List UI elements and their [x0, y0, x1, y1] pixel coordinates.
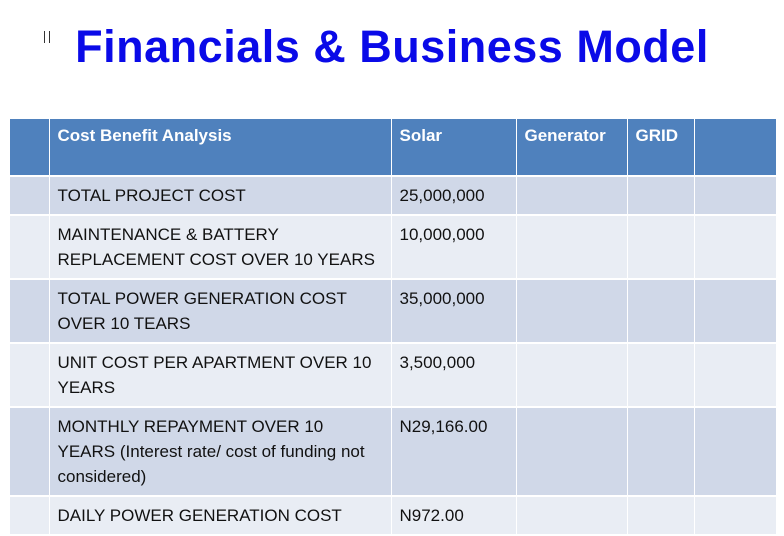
generator-value-cell: [516, 407, 628, 497]
grid-value-cell: [627, 496, 695, 536]
extra-value-cell: [694, 215, 777, 280]
header-cell-blank: [10, 119, 50, 177]
table-row: MAINTENANCE & BATTERY REPLACEMENT COST O…: [10, 215, 777, 280]
page-title: Financials & Business Model: [75, 21, 709, 72]
table-row: DAILY POWER GENERATION COST N972.00: [10, 496, 777, 536]
row-index-cell: [10, 176, 50, 216]
solar-value-cell: N972.00: [391, 496, 517, 536]
generator-value-cell: [516, 343, 628, 408]
solar-value-cell: 3,500,000: [391, 343, 517, 408]
row-index-cell: [10, 496, 50, 536]
header-cell-solar: Solar: [391, 119, 517, 177]
generator-value-cell: [516, 496, 628, 536]
text-cursor-icon: [44, 31, 50, 43]
header-cell-analysis: Cost Benefit Analysis: [49, 119, 392, 177]
row-index-cell: [10, 343, 50, 408]
header-cell-extra: [694, 119, 777, 177]
cost-benefit-table: Cost Benefit Analysis Solar Generator GR…: [10, 119, 777, 536]
row-index-cell: [10, 279, 50, 344]
grid-value-cell: [627, 279, 695, 344]
table-header-row: Cost Benefit Analysis Solar Generator GR…: [10, 119, 777, 177]
solar-value-cell: N29,166.00: [391, 407, 517, 497]
row-label-cell: TOTAL POWER GENERATION COST OVER 10 TEAR…: [49, 279, 392, 344]
solar-value-cell: 35,000,000: [391, 279, 517, 344]
table-row: UNIT COST PER APARTMENT OVER 10 YEARS 3,…: [10, 343, 777, 408]
solar-value-cell: 10,000,000: [391, 215, 517, 280]
extra-value-cell: [694, 496, 777, 536]
grid-value-cell: [627, 176, 695, 216]
row-index-cell: [10, 215, 50, 280]
grid-value-cell: [627, 407, 695, 497]
grid-value-cell: [627, 215, 695, 280]
extra-value-cell: [694, 176, 777, 216]
row-label-cell: TOTAL PROJECT COST: [49, 176, 392, 216]
header-cell-generator: Generator: [516, 119, 628, 177]
grid-value-cell: [627, 343, 695, 408]
row-label-cell: MONTHLY REPAYMENT OVER 10 YEARS (Interes…: [49, 407, 392, 497]
row-label-cell: MAINTENANCE & BATTERY REPLACEMENT COST O…: [49, 215, 392, 280]
table-row: MONTHLY REPAYMENT OVER 10 YEARS (Interes…: [10, 407, 777, 497]
extra-value-cell: [694, 343, 777, 408]
generator-value-cell: [516, 279, 628, 344]
row-label-cell: DAILY POWER GENERATION COST: [49, 496, 392, 536]
table-row: TOTAL POWER GENERATION COST OVER 10 TEAR…: [10, 279, 777, 344]
solar-value-cell: 25,000,000: [391, 176, 517, 216]
extra-value-cell: [694, 407, 777, 497]
header-cell-grid: GRID: [627, 119, 695, 177]
row-label-cell: UNIT COST PER APARTMENT OVER 10 YEARS: [49, 343, 392, 408]
table-row: TOTAL PROJECT COST 25,000,000: [10, 176, 777, 216]
row-index-cell: [10, 407, 50, 497]
extra-value-cell: [694, 279, 777, 344]
generator-value-cell: [516, 176, 628, 216]
generator-value-cell: [516, 215, 628, 280]
